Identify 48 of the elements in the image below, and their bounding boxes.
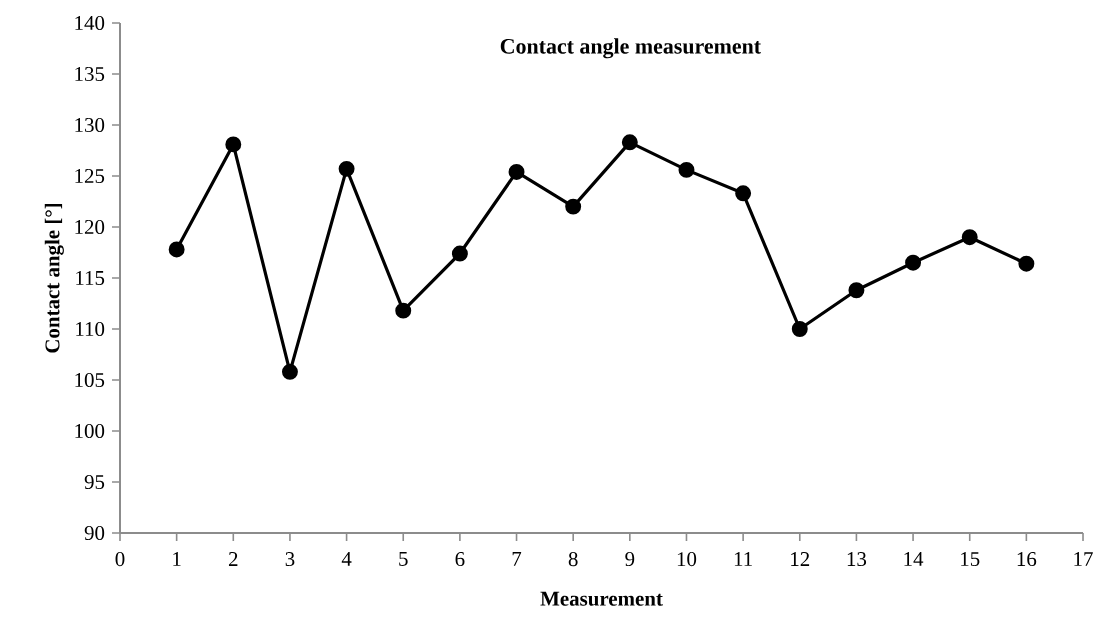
- y-tick-label: 105: [75, 372, 105, 388]
- x-axis-title: Measurement: [540, 591, 663, 606]
- y-tick-label: 130: [75, 117, 105, 133]
- x-tick-label: 10: [677, 552, 697, 567]
- x-tick-label: 5: [399, 552, 408, 566]
- point: [395, 302, 412, 319]
- text: Contact angle measurement: [500, 38, 761, 59]
- point: [848, 282, 865, 299]
- x-tick-label: 11: [734, 552, 752, 566]
- y-tick-label: 90: [84, 525, 105, 541]
- x-tick-label: 6: [455, 552, 465, 567]
- y-tick-label: 115: [76, 270, 105, 286]
- x-tick-label: 14: [904, 552, 924, 566]
- x-tick-label: 12: [791, 552, 810, 566]
- point: [905, 254, 922, 271]
- x-tick-label: 2: [228, 552, 238, 566]
- y-axis-title: Contact angle [°]: [44, 203, 64, 353]
- point: [281, 363, 298, 380]
- y-tick-label: 95: [84, 474, 105, 490]
- x-tick-label: 8: [568, 552, 578, 567]
- x-tick-label: 15: [961, 552, 980, 567]
- point: [735, 185, 752, 202]
- x-tick-label: 9: [625, 552, 635, 567]
- point: [961, 229, 978, 246]
- x-tick-label: 1: [173, 552, 181, 566]
- point: [225, 136, 242, 153]
- x-tick-label: 3: [285, 552, 295, 567]
- x-tick-label: 7: [512, 552, 522, 566]
- point: [565, 198, 582, 215]
- x-tick-label: 4: [341, 552, 352, 566]
- x-tick-label: 0: [115, 552, 125, 567]
- point: [1018, 255, 1035, 272]
- x-tick-label: 17: [1074, 552, 1093, 566]
- y-tick-label: 110: [76, 321, 105, 337]
- point: [451, 245, 468, 262]
- y-tick-label: 125: [75, 168, 105, 184]
- y-tick-label: 120: [75, 219, 105, 235]
- y-tick-label: 100: [75, 423, 105, 439]
- point: [678, 161, 695, 178]
- y-tick-label: 135: [75, 66, 105, 82]
- point: [791, 321, 808, 337]
- x-tick-label: 16: [1017, 552, 1037, 567]
- point: [508, 163, 525, 180]
- y-tick-label: 140: [75, 15, 105, 31]
- point: [338, 160, 355, 177]
- point: [621, 134, 638, 151]
- x-tick-label: 13: [847, 552, 867, 567]
- point: [168, 241, 185, 258]
